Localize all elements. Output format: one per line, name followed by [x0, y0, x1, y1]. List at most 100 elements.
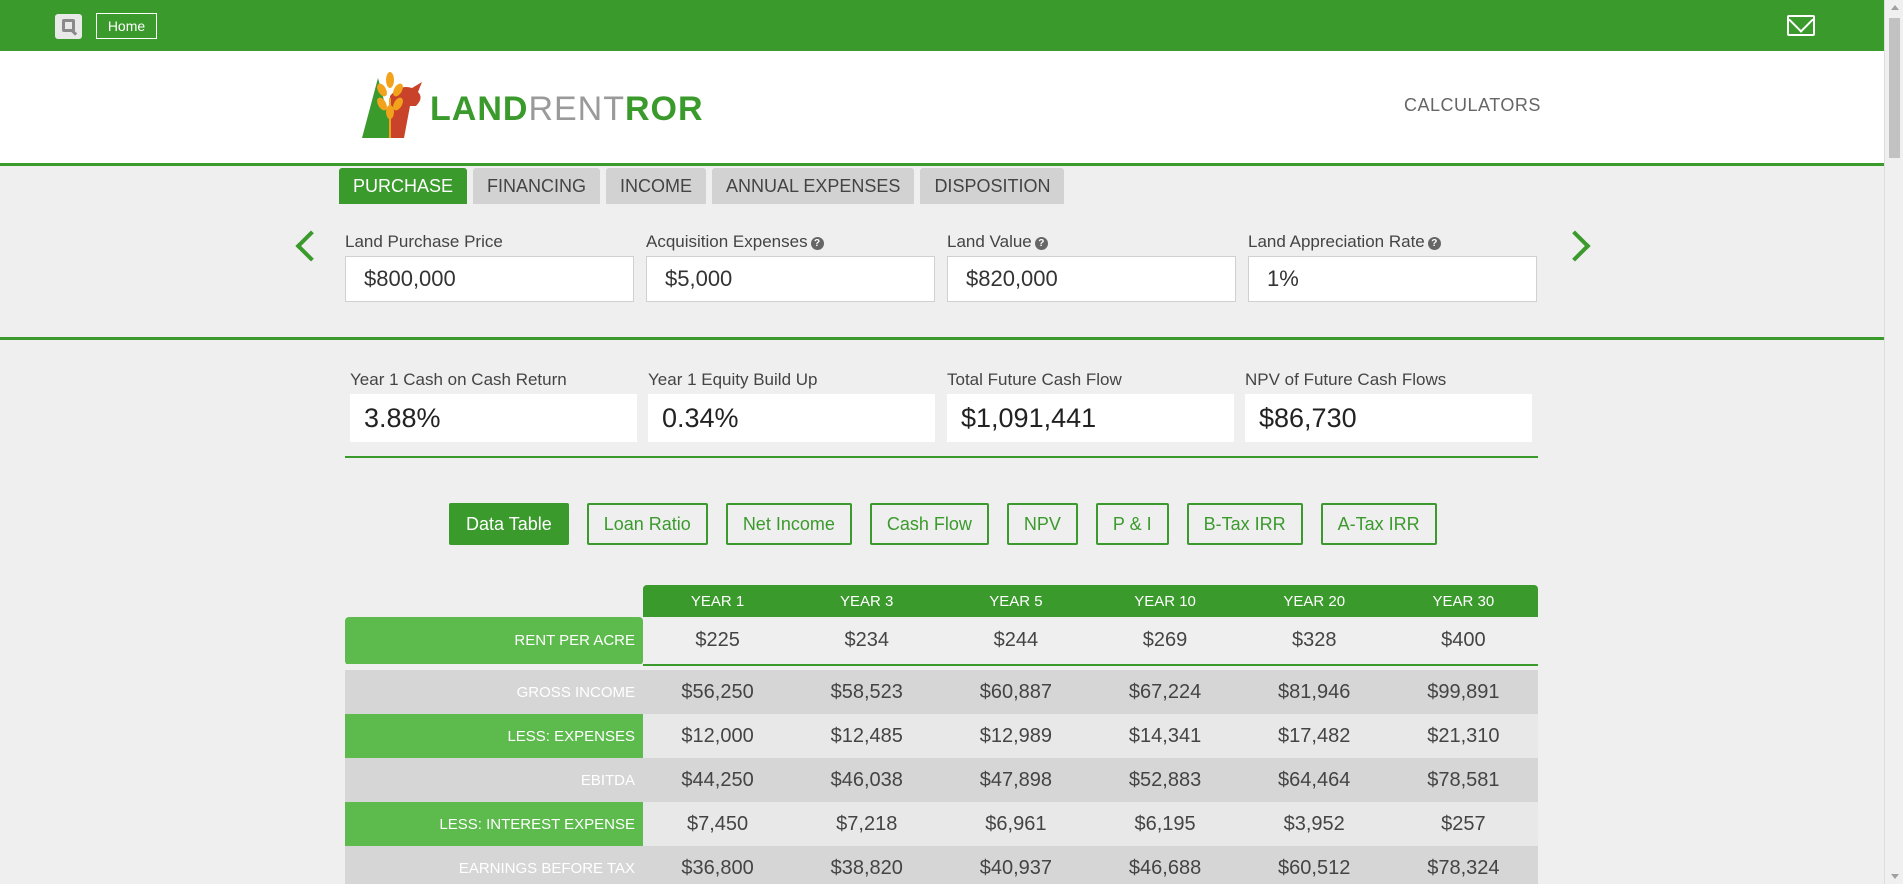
scroll-down-icon[interactable] [1891, 874, 1899, 879]
table-cell: $60,887 [941, 670, 1091, 714]
table-cell: $257 [1388, 802, 1538, 846]
table-cell: $64,464 [1239, 758, 1389, 802]
table-row: EARNINGS BEFORE TAX $36,800 $38,820 $40,… [345, 846, 1538, 884]
table-cell: $81,946 [1239, 670, 1389, 714]
iq-logo-icon[interactable] [55, 14, 82, 39]
data-table-button[interactable]: Data Table [449, 503, 569, 545]
acquisition-expenses-field: Acquisition Expenses? $5,000 [646, 232, 935, 302]
land-appreciation-rate-input[interactable]: 1% [1248, 256, 1537, 302]
table-row: GROSS INCOME $56,250 $58,523 $60,887 $67… [345, 670, 1538, 714]
table-cell: $400 [1388, 617, 1538, 666]
table-cell: $47,898 [941, 758, 1091, 802]
prev-arrow-icon[interactable] [296, 230, 312, 260]
table-cell: $38,820 [792, 846, 942, 884]
table-cell: $6,961 [941, 802, 1091, 846]
help-icon[interactable]: ? [810, 237, 824, 250]
row-label: RENT PER ACRE [345, 617, 643, 666]
table-cell: $244 [941, 617, 1091, 666]
land-purchase-price-input[interactable]: $800,000 [345, 256, 634, 302]
kpi-equity-build-up: Year 1 Equity Build Up 0.34% [648, 370, 935, 442]
table-row: EBITDA $44,250 $46,038 $47,898 $52,883 $… [345, 758, 1538, 802]
table-cell: $7,218 [792, 802, 942, 846]
a-tax-irr-button[interactable]: A-Tax IRR [1320, 503, 1437, 545]
site-header: LANDRENTROR CALCULATORS [0, 51, 1884, 166]
tab-purchase[interactable]: PURCHASE [339, 168, 468, 204]
help-icon[interactable]: ? [1427, 237, 1441, 250]
kpi-value: $86,730 [1245, 394, 1532, 442]
tab-financing[interactable]: FINANCING [473, 168, 601, 204]
table-cell: $60,512 [1239, 846, 1389, 884]
table-cell: $225 [643, 617, 793, 666]
kpi-total-future-cash-flow: Total Future Cash Flow $1,091,441 [947, 370, 1234, 442]
table-header-blank [345, 585, 643, 617]
field-label: Land Appreciation Rate? [1248, 232, 1537, 254]
table-cell: $40,937 [941, 846, 1091, 884]
field-label: Land Value? [947, 232, 1236, 254]
table-cell: $44,250 [643, 758, 793, 802]
table-cell: $78,581 [1388, 758, 1538, 802]
tab-annual-expenses[interactable]: ANNUAL EXPENSES [712, 168, 915, 204]
table-cell: $21,310 [1388, 714, 1538, 758]
table-cell: $6,195 [1090, 802, 1240, 846]
land-value-input[interactable]: $820,000 [947, 256, 1236, 302]
land-purchase-price-field: Land Purchase Price $800,000 [345, 232, 634, 302]
column-header: YEAR 20 [1239, 585, 1389, 617]
acquisition-expenses-input[interactable]: $5,000 [646, 256, 935, 302]
table-cell: $12,989 [941, 714, 1091, 758]
tab-disposition[interactable]: DISPOSITION [920, 168, 1065, 204]
landrentror-logo[interactable]: LANDRENTROR [360, 68, 703, 140]
table-cell: $46,688 [1090, 846, 1240, 884]
row-label: EARNINGS BEFORE TAX [345, 846, 643, 884]
kpi-divider [345, 456, 1538, 458]
table-cell: $328 [1239, 617, 1389, 666]
kpi-value: 0.34% [648, 394, 935, 442]
tab-income[interactable]: INCOME [606, 168, 707, 204]
table-cell: $46,038 [792, 758, 942, 802]
scrollbar-thumb[interactable] [1889, 18, 1900, 158]
home-button[interactable]: Home [96, 13, 157, 39]
column-header: YEAR 1 [643, 585, 793, 617]
table-cell: $14,341 [1090, 714, 1240, 758]
table-cell: $36,800 [643, 846, 793, 884]
table-row: RENT PER ACRE $225 $234 $244 $269 $328 $… [345, 617, 1538, 666]
chart-selector: Data Table Loan Ratio Net Income Cash Fl… [449, 503, 1455, 545]
land-value-field: Land Value? $820,000 [947, 232, 1236, 302]
column-header: YEAR 30 [1388, 585, 1538, 617]
calculators-link[interactable]: CALCULATORS [1404, 95, 1541, 115]
column-header: YEAR 10 [1090, 585, 1240, 617]
net-income-button[interactable]: Net Income [725, 503, 852, 545]
next-arrow-icon[interactable] [1570, 230, 1586, 260]
kpi-label: NPV of Future Cash Flows [1245, 370, 1447, 389]
scroll-up-icon[interactable] [1891, 5, 1899, 10]
logo-mark-icon [362, 72, 422, 138]
table-cell: $78,324 [1388, 846, 1538, 884]
table-cell: $234 [792, 617, 942, 666]
table-cell: $3,952 [1239, 802, 1389, 846]
cash-flow-button[interactable]: Cash Flow [869, 503, 989, 545]
loan-ratio-button[interactable]: Loan Ratio [586, 503, 708, 545]
kpi-value: 3.88% [350, 394, 637, 442]
p-and-i-button[interactable]: P & I [1095, 503, 1169, 545]
section-divider [0, 337, 1884, 340]
table-cell: $17,482 [1239, 714, 1389, 758]
b-tax-irr-button[interactable]: B-Tax IRR [1186, 503, 1303, 545]
data-table: YEAR 1 YEAR 3 YEAR 5 YEAR 10 YEAR 20 YEA… [345, 585, 1538, 884]
table-cell: $7,450 [643, 802, 793, 846]
top-bar: Home [0, 0, 1884, 51]
table-cell: $56,250 [643, 670, 793, 714]
column-header: YEAR 5 [941, 585, 1091, 617]
kpi-label: Total Future Cash Flow [947, 370, 1122, 389]
field-label: Land Purchase Price [345, 232, 503, 251]
table-header-row: YEAR 1 YEAR 3 YEAR 5 YEAR 10 YEAR 20 YEA… [345, 585, 1538, 617]
mail-icon[interactable] [1787, 15, 1815, 36]
land-appreciation-rate-field: Land Appreciation Rate? 1% [1248, 232, 1537, 302]
kpi-label: Year 1 Cash on Cash Return [350, 370, 567, 389]
help-icon[interactable]: ? [1034, 237, 1048, 250]
npv-button[interactable]: NPV [1006, 503, 1078, 545]
calculator-tabs: PURCHASE FINANCING INCOME ANNUAL EXPENSE… [339, 168, 1070, 204]
kpi-value: $1,091,441 [947, 394, 1234, 442]
vertical-scrollbar[interactable] [1884, 0, 1903, 884]
field-label: Acquisition Expenses? [646, 232, 935, 254]
column-header: YEAR 3 [792, 585, 942, 617]
table-cell: $12,485 [792, 714, 942, 758]
